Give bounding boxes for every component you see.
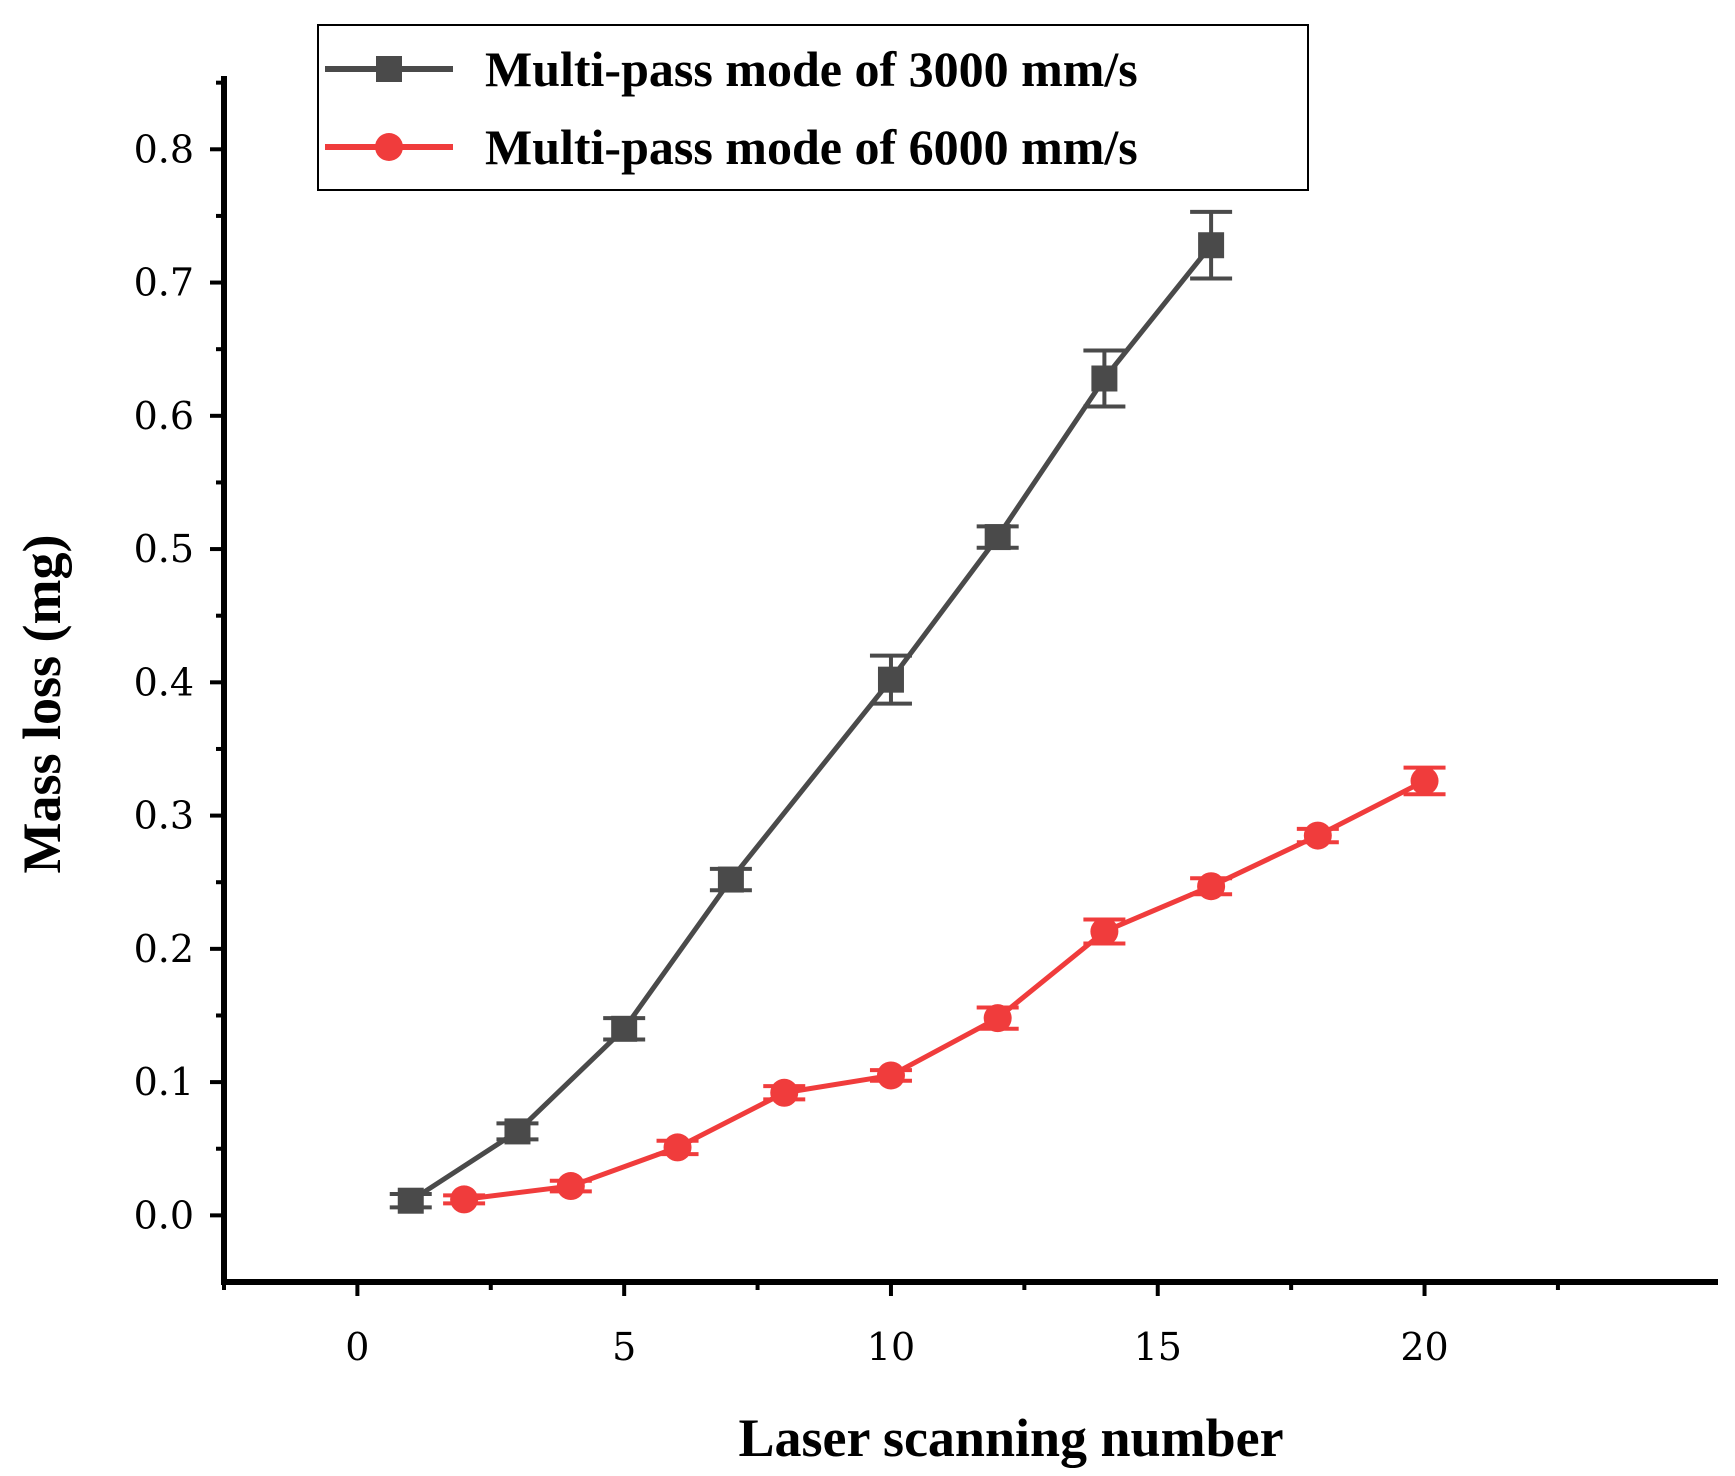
data-point [876, 1061, 905, 1090]
y-axis-title: Mass loss (mg) [12, 535, 72, 874]
data-point [1303, 821, 1332, 850]
legend-label: Multi-pass mode of 3000 mm/s [485, 41, 1138, 97]
data-point [1410, 766, 1439, 795]
legend-swatch-marker [376, 56, 402, 82]
y-tick-label: 0.2 [134, 927, 194, 971]
series-2 [443, 765, 1446, 1214]
x-tick-label: 15 [1134, 1325, 1182, 1369]
data-point [983, 1004, 1012, 1033]
data-point [1197, 872, 1226, 901]
y-tick-label: 0.5 [134, 527, 194, 571]
data-point [877, 666, 904, 693]
data-point [1198, 232, 1225, 259]
legend-entry-1: Multi-pass mode of 3000 mm/s [325, 41, 1138, 97]
legend-box [317, 24, 1309, 191]
data-point [450, 1185, 479, 1214]
x-tick-label: 0 [345, 1325, 369, 1369]
axes: 0.0 0.1 0.2 0.3 0.4 0.5 0.6 0.7 0.8 0 5 10 15 20 [134, 76, 1718, 1369]
data-point [397, 1187, 424, 1214]
legend-entries: Multi-pass mode of 3000 mm/s Multi-pass m… [325, 41, 1138, 175]
data-point [717, 866, 744, 893]
x-tick-label: 10 [867, 1325, 915, 1369]
y-tick-label: 0.8 [134, 127, 194, 171]
x-axis-title: Laser scanning number [738, 1408, 1283, 1468]
legend-swatch-marker [375, 133, 403, 161]
y-tick-label: 0.3 [134, 794, 194, 838]
y-tick-label: 0.6 [134, 394, 194, 438]
data-point [556, 1172, 585, 1201]
y-tick-label: 0.1 [134, 1060, 194, 1104]
series-1 [389, 209, 1233, 1214]
data-point [984, 524, 1011, 551]
plot-series [389, 209, 1446, 1214]
x-tick-label: 5 [612, 1325, 636, 1369]
data-point [611, 1015, 638, 1042]
legend-label: Multi-pass mode of 6000 mm/s [485, 119, 1138, 175]
y-tick-label: 0.7 [134, 261, 194, 305]
y-tick-label: 0.4 [134, 660, 194, 704]
data-point [770, 1078, 799, 1107]
data-point [663, 1133, 692, 1162]
data-point [504, 1118, 531, 1145]
legend: Multi-pass mode of 3000 mm/s Multi-pass m… [317, 24, 1309, 191]
data-point [1090, 917, 1119, 946]
y-tick-label: 0.0 [134, 1193, 194, 1237]
legend-entry-2: Multi-pass mode of 6000 mm/s [325, 119, 1138, 175]
x-tick-label: 20 [1400, 1325, 1448, 1369]
series-line [463, 778, 1426, 1202]
data-point [1091, 365, 1118, 392]
